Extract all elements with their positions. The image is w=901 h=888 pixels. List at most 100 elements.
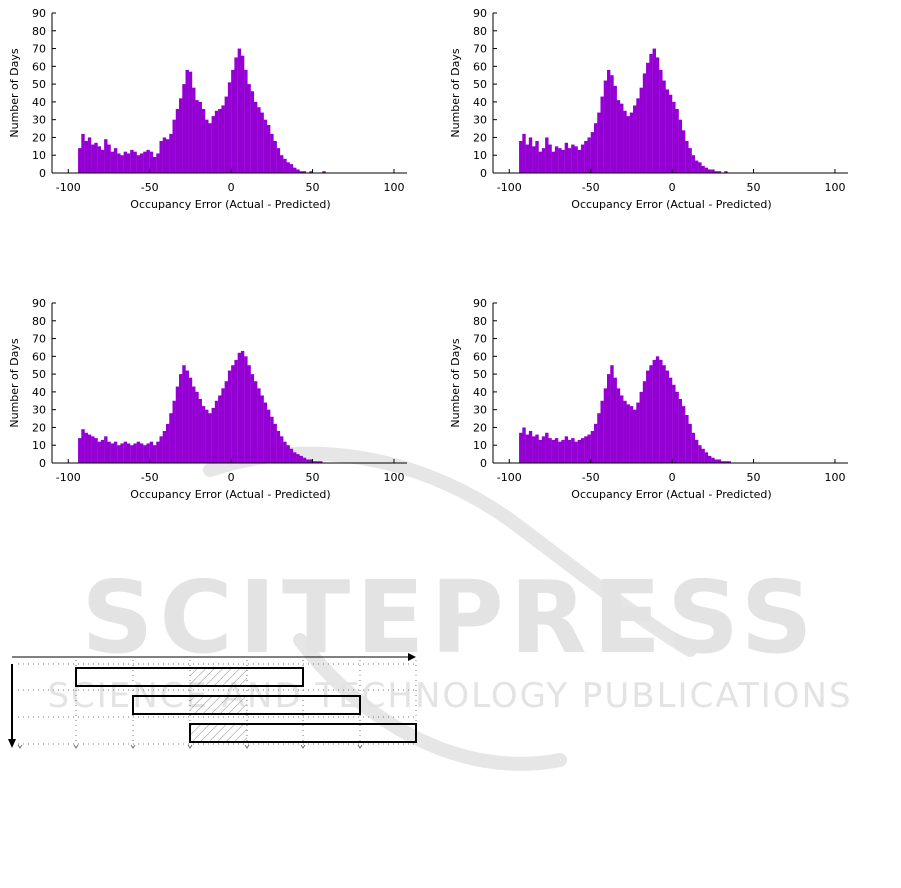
histogram-bar	[172, 400, 176, 463]
histogram-bar	[623, 110, 627, 173]
histogram-bar	[694, 160, 699, 173]
histogram-bar	[681, 130, 686, 173]
y-tick-label: 80	[32, 25, 46, 38]
histogram-bar	[136, 441, 141, 463]
histogram-bar	[240, 55, 245, 173]
histogram-bar	[672, 384, 676, 463]
histogram-bar	[253, 381, 258, 463]
histogram-bar	[260, 112, 264, 173]
histogram-bar	[91, 436, 95, 463]
y-tick-label: 20	[32, 421, 46, 434]
histogram-bar	[610, 365, 614, 463]
histogram-bar	[659, 359, 663, 463]
y-tick-label: 50	[32, 78, 46, 91]
histogram-bar	[214, 110, 219, 173]
histogram-bar	[143, 445, 147, 463]
histogram-bar	[266, 409, 271, 463]
watermark-title: SCITEPRESS	[81, 559, 818, 676]
histogram-bar	[593, 123, 598, 173]
histogram-bar	[211, 407, 215, 463]
histogram-bar	[707, 455, 712, 463]
vertical-arrow-head	[8, 739, 16, 748]
histogram-bar	[78, 438, 82, 463]
x-tick-label: -50	[582, 181, 600, 194]
histogram-bar	[162, 431, 167, 463]
histogram-bar	[123, 441, 128, 463]
histogram-bar	[87, 137, 92, 173]
histogram-bar	[571, 144, 575, 173]
histogram-bar	[519, 141, 523, 173]
histogram-bar	[156, 441, 160, 463]
histogram-bar	[159, 141, 163, 173]
histogram-bar	[139, 153, 144, 173]
y-tick-label: 70	[473, 43, 487, 56]
histogram-bar	[717, 459, 722, 463]
histogram-bar	[646, 62, 650, 173]
histogram-bar	[603, 80, 608, 173]
y-tick-label: 30	[32, 404, 46, 417]
histogram-bar	[668, 377, 673, 463]
y-tick-label: 10	[32, 149, 46, 162]
histogram-bar	[247, 365, 251, 463]
histogram-bar	[266, 125, 271, 173]
x-tick-label: -50	[141, 471, 159, 484]
tick-mark	[187, 744, 193, 749]
histogram-bar	[201, 109, 206, 173]
histogram-bar	[704, 452, 709, 463]
histogram-panel: 0 10 20 30 40 50 60 70 80 90 -100 -50 0 50 100 Occupanc…	[8, 7, 407, 211]
y-tick-label: 70	[32, 333, 46, 346]
histogram-bar	[169, 133, 173, 173]
histogram-bar	[727, 461, 731, 463]
x-tick-label: 50	[747, 181, 761, 194]
histogram-bar	[698, 445, 702, 463]
histogram-bar	[577, 149, 582, 173]
histogram-bar	[159, 436, 163, 463]
histogram-bar	[113, 441, 118, 463]
histogram-bar	[117, 445, 121, 463]
histogram-bar	[600, 400, 604, 463]
histogram-bar	[541, 436, 546, 463]
window-box	[75, 667, 304, 687]
histogram-bar	[231, 365, 235, 463]
y-tick-label: 0	[39, 457, 46, 470]
histogram-bar	[270, 133, 274, 173]
histogram-bar	[195, 100, 199, 173]
y-tick-label: 70	[473, 333, 487, 346]
x-tick-label: 50	[747, 471, 761, 484]
histogram-bar	[561, 149, 565, 173]
histogram-bar	[652, 48, 656, 174]
histogram-bar	[639, 87, 643, 173]
histogram-bar	[600, 96, 604, 173]
x-tick-label: -100	[56, 181, 81, 194]
histogram-bar	[120, 155, 124, 173]
histogram-bar	[110, 443, 115, 463]
histogram-bar	[580, 438, 585, 463]
x-tick-label: 50	[306, 471, 320, 484]
y-tick-label: 90	[32, 7, 46, 20]
histogram-bar	[558, 441, 562, 463]
histogram-bar	[175, 386, 180, 463]
histogram-bar	[126, 443, 131, 463]
histogram-bar	[165, 139, 170, 173]
histogram-bar	[522, 133, 526, 173]
y-tick-label: 20	[32, 131, 46, 144]
histogram-bar	[182, 84, 186, 173]
histogram-bar	[94, 438, 98, 463]
histogram-bar	[558, 148, 562, 173]
histogram-bar	[263, 402, 268, 463]
histogram-bar	[296, 169, 300, 173]
histogram-bar	[639, 391, 643, 463]
histogram-bar	[214, 400, 219, 463]
histogram-bar	[279, 436, 284, 463]
histogram-bar	[584, 436, 588, 463]
histogram-bar	[221, 105, 225, 173]
histogram-bar	[257, 107, 261, 173]
histogram-bar	[296, 454, 300, 463]
histogram-bar	[662, 80, 666, 173]
y-tick-label: 30	[32, 114, 46, 127]
histogram-bar	[306, 459, 310, 463]
histogram-bar	[545, 432, 549, 463]
histogram-bar	[104, 139, 108, 173]
histogram-panel: 0 10 20 30 40 50 60 70 80 90 -100 -50 0 50 100 Occupanc…	[449, 297, 848, 501]
